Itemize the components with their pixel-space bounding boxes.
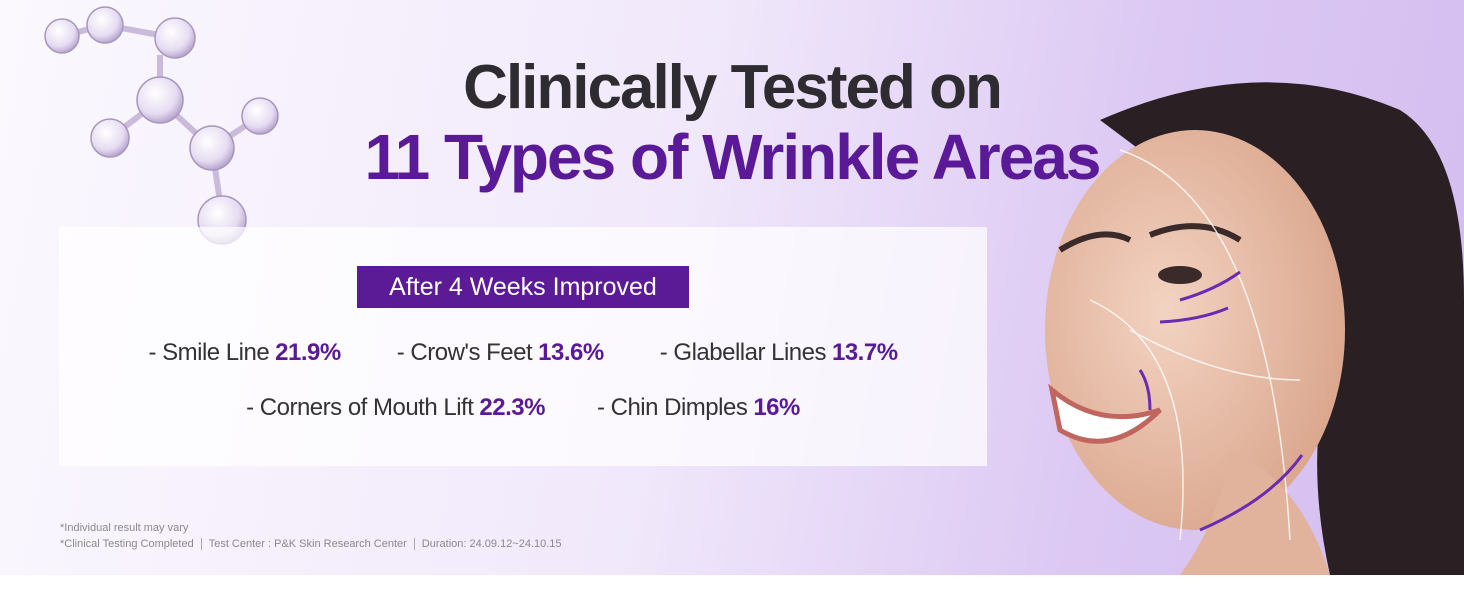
result-value: 16% [753, 394, 800, 421]
result-value: 13.7% [831, 339, 898, 366]
results-panel: After 4 Weeks Improved - Smile Line 21.9%… [59, 227, 987, 466]
result-value: 22.3% [479, 394, 545, 421]
result-item: - Chin Dimples 16% [597, 394, 800, 422]
result-label: - Chin Dimples [596, 394, 748, 421]
decor [44, 6, 1464, 575]
result-label: - Corners of Mouth Lift [246, 394, 474, 421]
result-value: 13.6% [538, 339, 604, 366]
model-illustration [1045, 82, 1464, 575]
result-item: - Smile Line 21.9% [148, 339, 341, 367]
result-item: - Corners of Mouth Lift 22.3% [246, 394, 545, 422]
footnote: *Clinical Testing Completed Test Center :… [60, 536, 562, 552]
footnote-part: Duration: 24.09.12~24.10.15 [413, 538, 562, 550]
result-item: - Crow's Feet 13.6% [397, 339, 604, 367]
footnote-part: Test Center : P&K Skin Research Center [200, 538, 407, 550]
result-row: - Smile Line 21.9% - Crow's Feet 13.6% - Gla… [59, 339, 987, 367]
result-label: - Smile Line [148, 339, 270, 366]
result-item: - Glabellar Lines 13.7% [660, 339, 898, 367]
result-label: - Crow's Feet [396, 339, 533, 366]
footnote: *Individual result may vary [60, 522, 189, 534]
result-value: 21.9% [275, 339, 341, 366]
banner: Clinically Tested on 11 Types of Wrinkle… [0, 0, 1464, 575]
badge: After 4 Weeks Improved [357, 266, 689, 308]
footnotes: *Individual result may vary *Clinical Te… [60, 520, 562, 552]
result-row: - Corners of Mouth Lift 22.3% - Chin Dimpl… [59, 394, 987, 422]
title-line: Clinically Tested on [463, 53, 1003, 122]
result-label: - Glabellar Lines [659, 339, 827, 366]
title-line: 11 Types of Wrinkle Areas [364, 121, 1102, 193]
footnote-part: *Clinical Testing Completed [60, 538, 194, 550]
